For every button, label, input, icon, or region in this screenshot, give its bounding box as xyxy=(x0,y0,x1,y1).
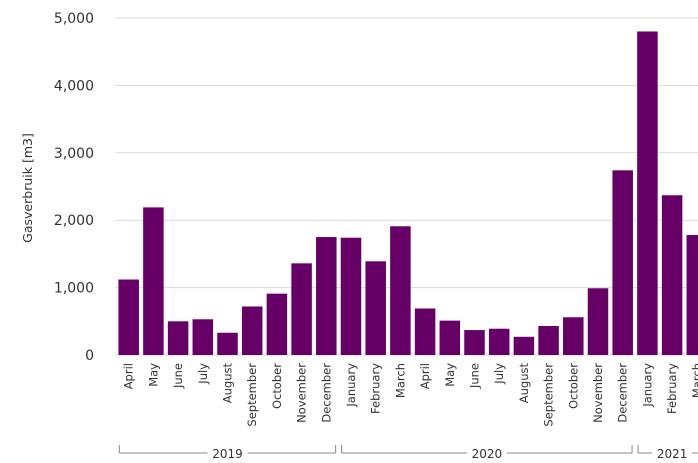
x-category-label: March xyxy=(393,363,407,398)
x-category-label: April xyxy=(122,363,136,389)
bar xyxy=(464,330,485,355)
bar xyxy=(612,170,633,355)
bar xyxy=(118,279,139,355)
bar xyxy=(340,237,362,355)
bar xyxy=(316,237,337,355)
bar xyxy=(513,336,535,355)
y-tick-label: 0 xyxy=(85,348,94,364)
y-tick-label: 4,000 xyxy=(54,78,94,94)
x-category-label: September xyxy=(542,363,556,427)
bar xyxy=(266,293,288,355)
year-groups: 2019 2020 2021 xyxy=(118,445,698,461)
x-category-label: March xyxy=(690,363,698,398)
bar xyxy=(217,332,238,355)
bar xyxy=(390,226,411,355)
x-category-label: July xyxy=(492,363,506,385)
bar xyxy=(241,306,263,355)
y-axis-ticks: 0 1,000 2,000 3,000 4,000 5,000 xyxy=(54,11,94,364)
x-category-label: November xyxy=(295,363,309,423)
x-category-label: November xyxy=(591,363,605,423)
y-axis-title: Gasverbruik [m3] xyxy=(20,133,35,243)
x-category-label: February xyxy=(369,363,383,414)
bar xyxy=(414,308,436,355)
bars xyxy=(118,31,698,355)
x-axis-categories: April May June July August September October No… xyxy=(122,363,698,427)
bar xyxy=(538,326,559,355)
bar xyxy=(637,31,658,355)
x-category-label: February xyxy=(665,363,679,414)
y-tick-label: 2,000 xyxy=(54,213,94,229)
x-category-label: April xyxy=(418,363,432,389)
bar xyxy=(143,207,164,355)
x-category-label: May xyxy=(443,363,457,387)
year-group-label: 2020 xyxy=(472,447,503,461)
x-category-label: May xyxy=(146,363,160,387)
x-category-label: July xyxy=(196,363,210,385)
x-category-label: August xyxy=(517,363,531,404)
x-category-label: January xyxy=(344,363,358,408)
x-category-label: June xyxy=(468,363,482,389)
x-category-label: December xyxy=(616,363,630,423)
bar xyxy=(661,195,683,355)
year-group-label: 2021 xyxy=(657,447,688,461)
x-category-label: September xyxy=(245,363,259,427)
bar xyxy=(587,288,609,355)
bar xyxy=(365,261,386,355)
x-category-label: August xyxy=(221,363,235,404)
bar xyxy=(192,319,214,355)
bar xyxy=(563,317,584,355)
y-tick-label: 1,000 xyxy=(54,281,94,297)
x-category-label: January xyxy=(640,363,654,408)
bar xyxy=(488,328,510,355)
bar xyxy=(291,263,312,355)
bar xyxy=(686,235,698,355)
bar xyxy=(167,321,189,355)
year-group-label: 2019 xyxy=(212,447,243,461)
x-category-label: June xyxy=(171,363,185,389)
x-category-label: October xyxy=(270,363,284,409)
y-tick-label: 5,000 xyxy=(54,11,94,27)
x-category-label: October xyxy=(566,363,580,409)
y-tick-label: 3,000 xyxy=(54,146,94,162)
x-category-label: December xyxy=(319,363,333,423)
bar xyxy=(439,320,461,355)
